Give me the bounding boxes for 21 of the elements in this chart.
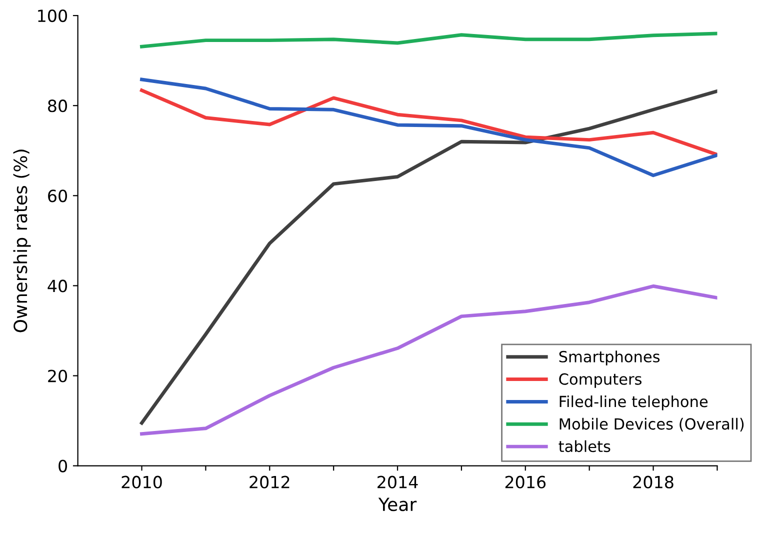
- legend-label: Computers: [559, 373, 642, 388]
- legend-label: Filed-line telephone: [560, 395, 708, 410]
- y-tick-label: 100: [38, 10, 67, 22]
- x-tick-label: 2010: [122, 476, 162, 488]
- line-series: [140, 78, 718, 178]
- legend-label: Smartphones: [559, 350, 660, 366]
- x-tick-label: 2018: [633, 476, 674, 488]
- legend-label: Mobile Devices (Overall): [560, 418, 744, 432]
- legend-label: tablets: [558, 440, 610, 452]
- x-tick-label: 2016: [505, 476, 546, 488]
- x-tick-label: 2012: [250, 476, 290, 488]
- y-tick-label: 60: [48, 190, 67, 202]
- x-axis-title: Year: [378, 498, 417, 512]
- y-axis-title: Ownership rates (%): [13, 150, 31, 332]
- x-tick-label: 2014: [378, 476, 418, 488]
- line-series: [140, 88, 718, 156]
- y-tick-label: 20: [48, 370, 67, 382]
- y-tick-label: 80: [48, 100, 67, 112]
- y-tick-label: 0: [58, 460, 67, 472]
- line-series: [140, 32, 718, 48]
- y-tick-label: 40: [48, 280, 67, 292]
